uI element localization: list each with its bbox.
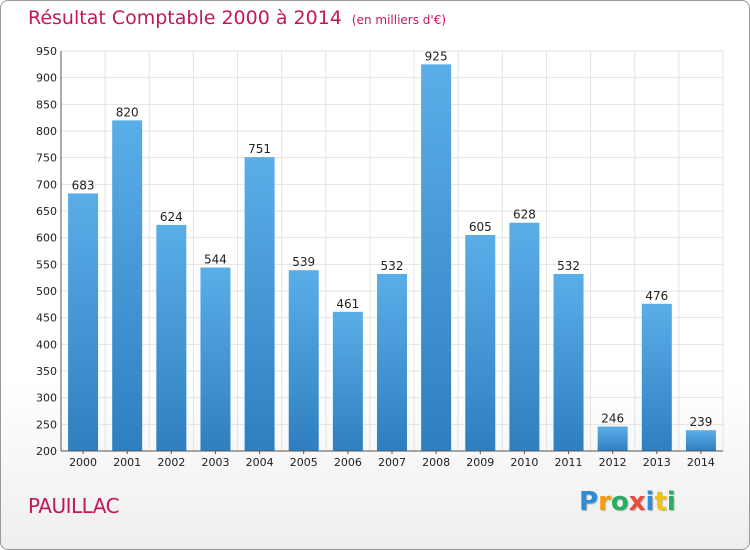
x-tick-label-2008: 2008 [422, 456, 450, 469]
bar-2013 [641, 303, 672, 451]
bar-2002 [156, 224, 187, 451]
y-tick-label: 600 [36, 232, 57, 245]
value-label-2002: 624 [160, 210, 183, 224]
value-label-2004: 751 [248, 142, 271, 156]
x-tick-label-2000: 2000 [69, 456, 97, 469]
y-tick-label: 450 [36, 312, 57, 325]
bar-2005 [288, 270, 319, 451]
logo-letter: i [666, 487, 676, 517]
x-tick-label-2013: 2013 [643, 456, 671, 469]
value-label-2013: 476 [645, 289, 668, 303]
value-label-2006: 461 [336, 297, 359, 311]
value-label-2008: 925 [425, 49, 448, 63]
x-tick-label-2011: 2011 [555, 456, 583, 469]
value-label-2003: 544 [204, 253, 227, 267]
chart-subtitle: (en milliers d'€) [351, 13, 447, 27]
y-tick-label: 850 [36, 98, 57, 111]
x-tick-label-2006: 2006 [334, 456, 362, 469]
y-tick-label: 550 [36, 258, 57, 271]
y-tick-label: 700 [36, 178, 57, 191]
x-tick-label-2012: 2012 [599, 456, 627, 469]
bar-2000 [68, 193, 99, 451]
logo-letter: r [598, 487, 611, 517]
x-tick-label-2007: 2007 [378, 456, 406, 469]
y-tick-label: 750 [36, 152, 57, 165]
city-name: PAUILLAC [28, 494, 120, 518]
x-tick-label-2009: 2009 [466, 456, 494, 469]
bar-2014 [685, 430, 716, 451]
bar-2001 [112, 120, 143, 451]
bar-2007 [377, 273, 407, 451]
value-label-2010: 628 [513, 208, 536, 222]
value-label-2014: 239 [689, 415, 712, 429]
logo-letter: o [610, 487, 629, 517]
x-tick-label-2002: 2002 [157, 456, 185, 469]
x-tick-label-2004: 2004 [246, 456, 274, 469]
bar-2010 [509, 222, 540, 451]
y-tick-label: 650 [36, 205, 57, 218]
grid-layer [60, 50, 724, 452]
y-tick-label: 300 [36, 392, 57, 405]
axis-layer [60, 51, 723, 454]
bar-2003 [200, 267, 231, 451]
y-tick-label: 950 [36, 45, 57, 58]
logo-letter: t [654, 487, 667, 517]
bars-layer [68, 64, 716, 452]
proxiti-logo: Proxiti [579, 487, 676, 517]
value-label-2007: 532 [381, 259, 404, 273]
y-tick-label: 800 [36, 125, 57, 138]
value-label-2000: 683 [72, 178, 95, 192]
value-label-2011: 532 [557, 259, 580, 273]
y-tick-label: 900 [36, 72, 57, 85]
bar-2012 [597, 426, 628, 451]
y-tick-label: 500 [36, 285, 57, 298]
y-tick-label: 350 [36, 365, 57, 378]
bar-2004 [244, 157, 275, 451]
bar-2008 [421, 64, 452, 452]
value-label-2009: 605 [469, 220, 492, 234]
chart-title: Résultat Comptable 2000 à 2014 [28, 7, 342, 29]
logo-letter: P [579, 487, 599, 517]
title-line: Résultat Comptable 2000 à 2014 (en millie… [28, 7, 446, 29]
y-tick-label: 400 [36, 338, 57, 351]
x-tick-label-2010: 2010 [510, 456, 538, 469]
value-label-2005: 539 [292, 255, 315, 269]
x-tick-label-2005: 2005 [290, 456, 318, 469]
y-tick-label: 200 [36, 445, 57, 458]
logo-letter: i [645, 487, 655, 517]
x-tick-label-2003: 2003 [201, 456, 229, 469]
bar-2011 [553, 273, 584, 451]
x-tick-label-2014: 2014 [687, 456, 715, 469]
bar-2006 [332, 311, 363, 451]
value-label-2001: 820 [116, 105, 139, 119]
x-tick-label-2001: 2001 [113, 456, 141, 469]
bar-2009 [465, 235, 496, 451]
value-label-2012: 246 [601, 411, 624, 425]
y-tick-label: 250 [36, 418, 57, 431]
logo-letter: x [628, 487, 646, 517]
labels-layer: 200 250 300 350 400 450 500 550 600 650 700 750 800 8… [36, 45, 715, 469]
